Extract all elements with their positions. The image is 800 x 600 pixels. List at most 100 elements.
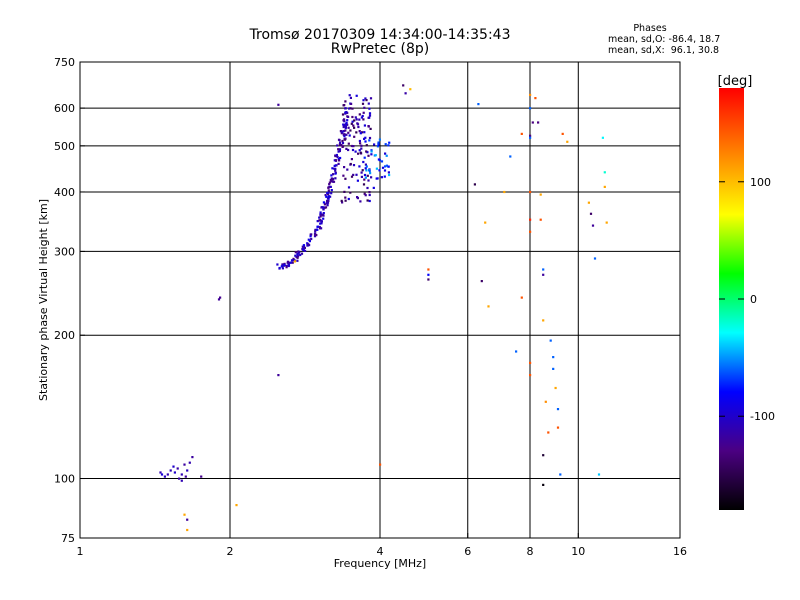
grid-lines bbox=[80, 62, 680, 538]
f-layer-spread-point bbox=[368, 116, 371, 119]
oblique-echoes-point bbox=[388, 141, 391, 144]
oblique-echoes-point bbox=[375, 177, 378, 180]
f-layer-spread-point bbox=[361, 169, 364, 172]
f-layer-spread-point bbox=[343, 190, 346, 193]
f-layer-spread-point bbox=[341, 113, 345, 116]
f-layer-spread-point bbox=[359, 132, 362, 135]
f-layer-spread-point bbox=[360, 116, 363, 119]
f-layer-spread-point bbox=[358, 149, 361, 152]
f-layer-spread-point bbox=[347, 197, 350, 201]
e-layer-echoes-point bbox=[180, 479, 183, 482]
oblique-echoes-point bbox=[383, 169, 387, 172]
isolated-points-point bbox=[293, 260, 297, 263]
oblique-echoes-point bbox=[365, 169, 368, 172]
colorbar-tick-label: 0 bbox=[750, 293, 757, 306]
colorbar-ticks: 100 0 -100 bbox=[719, 176, 775, 423]
oblique-echoes-point bbox=[370, 153, 373, 156]
f-layer-trace-point bbox=[300, 252, 304, 255]
isolated-points-point bbox=[542, 454, 545, 457]
y-tick-label: 75 bbox=[61, 532, 75, 545]
f-layer-spread-point bbox=[363, 178, 366, 181]
f-layer-spread-point bbox=[357, 152, 360, 155]
f-layer-trace-point bbox=[320, 222, 323, 225]
f-layer-trace-point bbox=[320, 220, 323, 223]
f-layer-trace-point bbox=[322, 201, 325, 204]
f-layer-spread-point bbox=[347, 126, 350, 129]
isolated-points-point bbox=[509, 155, 512, 158]
oblique-echoes-point bbox=[373, 143, 376, 146]
colorbar-tick-label: -100 bbox=[750, 410, 775, 423]
y-axis-label: Stationary phase Virtual Height [km] bbox=[37, 199, 50, 401]
f-layer-spread-point bbox=[360, 171, 363, 174]
f-layer-trace-point bbox=[325, 195, 328, 198]
e-layer-echoes-point bbox=[184, 475, 187, 478]
f-layer-spread-point bbox=[353, 119, 356, 122]
f-layer-spread-point bbox=[342, 145, 345, 148]
f-layer-trace-point bbox=[316, 228, 319, 231]
f-layer-spread-point bbox=[344, 177, 347, 180]
f-layer-trace-point bbox=[344, 125, 347, 128]
f-layer-trace-point bbox=[323, 203, 326, 206]
isolated-points-point bbox=[531, 121, 534, 124]
f-layer-trace-point bbox=[326, 204, 329, 207]
oblique-echoes-point bbox=[370, 149, 373, 152]
f-layer-spread-point bbox=[363, 173, 367, 177]
f-layer-spread-point bbox=[355, 94, 358, 97]
f-layer-trace-point bbox=[330, 180, 333, 183]
f-layer-spread-point bbox=[344, 137, 347, 140]
f-layer-trace-point bbox=[309, 235, 312, 238]
f-layer-trace-point bbox=[329, 195, 332, 198]
x-tick-label: 2 bbox=[227, 545, 234, 558]
f-layer-trace-point bbox=[296, 259, 299, 262]
x-axis-ticks: 1 2 4 6 8 10 16 bbox=[77, 533, 687, 558]
f-layer-trace-point bbox=[336, 155, 339, 159]
isolated-points-point bbox=[520, 296, 523, 299]
f-layer-spread-point bbox=[344, 124, 347, 127]
isolated-points-point bbox=[217, 298, 221, 301]
f-layer-spread-point bbox=[351, 115, 354, 119]
f-layer-spread-point bbox=[363, 124, 366, 127]
f-layer-spread-point bbox=[364, 194, 367, 197]
f-layer-spread-point bbox=[350, 144, 353, 148]
f-layer-spread-point bbox=[358, 113, 361, 116]
isolated-points-point bbox=[219, 296, 222, 299]
f-layer-trace-point bbox=[334, 167, 337, 170]
f-layer-trace-point bbox=[280, 265, 283, 268]
y-tick-label: 300 bbox=[54, 245, 75, 258]
f-layer-trace-point bbox=[338, 143, 341, 146]
f-layer-trace-point bbox=[287, 263, 290, 266]
e-layer-echoes-point bbox=[191, 456, 194, 459]
isolated-points-point bbox=[529, 230, 532, 233]
x-axis-label: Frequency [MHz] bbox=[334, 557, 426, 570]
e-layer-echoes-point bbox=[188, 461, 191, 464]
f-layer-trace-point bbox=[283, 263, 286, 266]
f-layer-trace-point bbox=[306, 244, 309, 247]
f-layer-spread-point bbox=[361, 131, 364, 134]
isolated-points-point bbox=[601, 136, 604, 139]
f-layer-spread-point bbox=[351, 107, 354, 110]
isolated-points-point bbox=[529, 134, 532, 137]
f-layer-spread-point bbox=[359, 142, 362, 145]
f-layer-spread-point bbox=[355, 173, 358, 176]
f-layer-spread-point bbox=[350, 175, 354, 178]
e-layer-echoes-point bbox=[183, 463, 186, 466]
f-layer-trace-point bbox=[336, 144, 339, 147]
f-layer-spread-point bbox=[353, 135, 356, 138]
f-layer-trace-point bbox=[320, 227, 323, 230]
f-layer-trace-point bbox=[338, 159, 341, 162]
stats-o-mode: mean, sd,O: -86.4, 18.7 bbox=[608, 34, 720, 45]
f-layer-trace-point bbox=[324, 194, 327, 197]
f-layer-trace-point bbox=[326, 191, 329, 195]
f-layer-spread-point bbox=[349, 129, 352, 132]
isolated-points-point bbox=[529, 361, 532, 364]
f-layer-trace-point bbox=[329, 185, 332, 188]
f-layer-spread-point bbox=[349, 191, 352, 194]
x-tick-label: 1 bbox=[77, 545, 84, 558]
e-layer-echoes-point bbox=[166, 473, 169, 476]
f-layer-spread-point bbox=[347, 186, 351, 189]
f-layer-trace-point bbox=[337, 148, 340, 151]
isolated-points-point bbox=[539, 193, 542, 196]
oblique-echoes-point bbox=[372, 186, 375, 189]
oblique-echoes-point bbox=[370, 150, 373, 153]
